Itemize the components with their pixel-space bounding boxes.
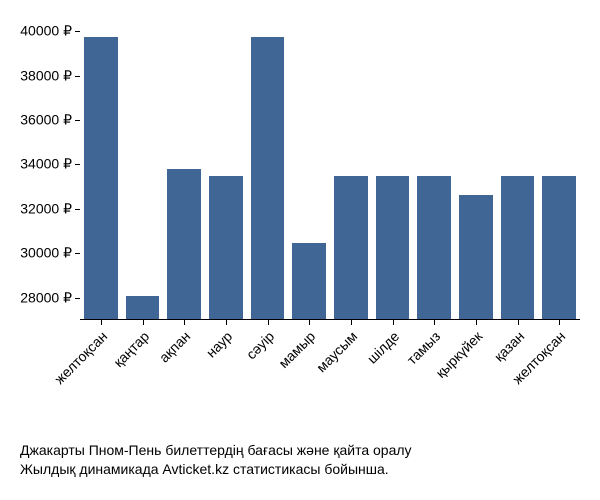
y-tick-label: 38000 ₽ bbox=[20, 67, 72, 84]
x-tick-mark bbox=[101, 320, 102, 325]
x-axis: желтоқсанқаңтарақпаннаурсәуірмамырмаусым… bbox=[80, 320, 580, 440]
caption-line-2: Жылдық динамикада Avticket.kz статистика… bbox=[20, 460, 580, 480]
x-tick-label: қаңтар bbox=[110, 328, 152, 370]
x-tick-mark bbox=[518, 320, 519, 325]
x-tick-label: наур bbox=[203, 328, 236, 361]
x-tick-label: шілде bbox=[363, 328, 402, 367]
x-tick-mark bbox=[393, 320, 394, 325]
x-tick-mark bbox=[143, 320, 144, 325]
bar bbox=[209, 176, 243, 319]
x-tick-label: ақпан bbox=[156, 328, 193, 365]
bar bbox=[501, 176, 535, 319]
bar bbox=[542, 176, 576, 319]
y-tick-label: 28000 ₽ bbox=[20, 289, 72, 306]
bar bbox=[334, 176, 368, 319]
bar bbox=[167, 169, 201, 319]
x-tick-mark bbox=[559, 320, 560, 325]
bar bbox=[292, 243, 326, 319]
chart-caption: Джакарты Пном-Пень билеттердің бағасы жә… bbox=[20, 441, 580, 480]
bars-group bbox=[80, 20, 580, 320]
x-tick-label: тамыз bbox=[404, 328, 444, 368]
y-axis: 28000 ₽ 30000 ₽ 32000 ₽ 34000 ₽ 36000 ₽ 38000… bbox=[0, 20, 80, 320]
x-tick-mark bbox=[434, 320, 435, 325]
x-tick-mark bbox=[184, 320, 185, 325]
y-tick-label: 40000 ₽ bbox=[20, 23, 72, 40]
bar bbox=[251, 37, 285, 319]
x-tick-label: маусым bbox=[313, 328, 360, 375]
plot-area bbox=[80, 20, 580, 320]
y-tick-label: 34000 ₽ bbox=[20, 156, 72, 173]
chart-container: 28000 ₽ 30000 ₽ 32000 ₽ 34000 ₽ 36000 ₽ 38000… bbox=[0, 0, 600, 500]
bar bbox=[376, 176, 410, 319]
y-tick-label: 30000 ₽ bbox=[20, 245, 72, 262]
x-tick-mark bbox=[226, 320, 227, 325]
x-tick-mark bbox=[268, 320, 269, 325]
x-tick-mark bbox=[476, 320, 477, 325]
bar bbox=[459, 195, 493, 319]
caption-line-1: Джакарты Пном-Пень билеттердің бағасы жә… bbox=[20, 441, 580, 461]
x-tick-label: сәуір bbox=[242, 328, 276, 362]
x-tick-label: желтоқсан bbox=[51, 328, 110, 387]
x-tick-label: мамыр bbox=[275, 328, 318, 371]
x-tick-label: қазан bbox=[490, 328, 527, 365]
y-tick-label: 36000 ₽ bbox=[20, 112, 72, 129]
x-tick-mark bbox=[351, 320, 352, 325]
bar bbox=[84, 37, 118, 319]
y-tick-label: 32000 ₽ bbox=[20, 200, 72, 217]
bar bbox=[417, 176, 451, 319]
bar bbox=[126, 296, 160, 319]
x-tick-mark bbox=[309, 320, 310, 325]
